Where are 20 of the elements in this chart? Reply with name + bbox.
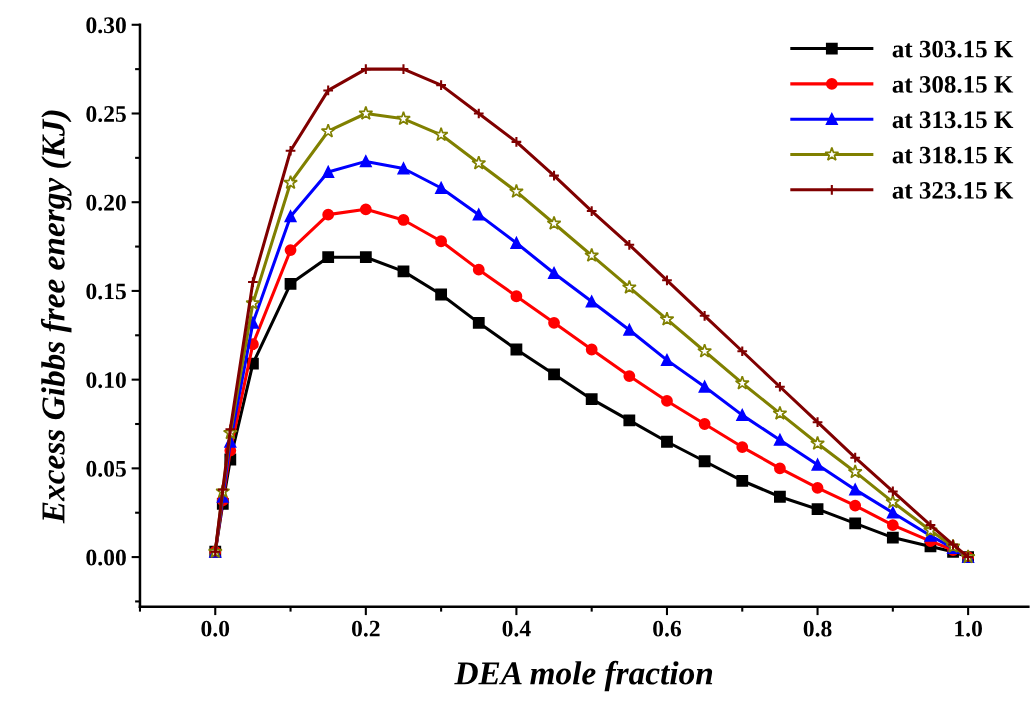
y-tick-label: 0.15	[86, 283, 126, 300]
y-tick-label: 0.30	[86, 17, 126, 34]
y-tick-label: 0.00	[86, 549, 126, 566]
x-tick-label: 0.6	[653, 620, 682, 637]
legend-label: at 303.15 K	[892, 40, 1014, 58]
x-tick-label: 0.4	[502, 620, 531, 637]
x-tick-label: 0.0	[201, 620, 230, 637]
legend-label: at 318.15 K	[892, 146, 1014, 164]
x-tick-label: 1.0	[955, 620, 982, 637]
legend-label: at 308.15 K	[892, 75, 1014, 93]
y-axis-title: Excess Gibbs free energy (KJ)	[40, 110, 72, 524]
legend-label: at 323.15 K	[892, 182, 1014, 199]
x-tick-label: 0.2	[351, 620, 380, 637]
x-axis-title: DEA mole fraction	[454, 660, 713, 692]
y-tick-label: 0.05	[86, 460, 126, 477]
y-tick-label: 0.25	[86, 105, 126, 123]
y-tick-label: 0.20	[86, 194, 126, 211]
y-tick-label: 0.10	[86, 372, 126, 389]
legend-label: at 313.15 K	[892, 111, 1014, 129]
x-tick-label: 0.8	[803, 620, 832, 637]
